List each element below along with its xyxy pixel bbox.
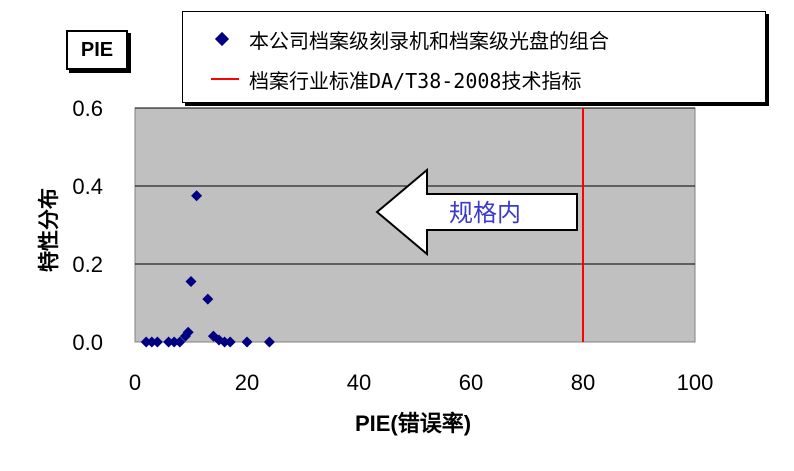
data-point [151, 336, 163, 348]
data-point [263, 336, 275, 348]
data-point [146, 336, 158, 348]
legend-item-combination: 本公司档案级刻录机和档案级光盘的组合 [183, 24, 609, 54]
legend-item-standard: 档案行业标准DA/T38-2008技术指标 [183, 64, 581, 94]
data-point [191, 190, 203, 202]
data-point [219, 336, 231, 348]
data-point [163, 336, 175, 348]
annotation-arrow-icon [375, 167, 578, 257]
legend-label-combination: 本公司档案级刻录机和档案级光盘的组合 [249, 28, 609, 53]
y-axis-label: 特性分布 [37, 188, 61, 272]
x-tick-label: 40 [347, 370, 371, 395]
legend-marker-diamond-icon [214, 31, 230, 47]
chart-title: PIE [66, 30, 128, 70]
data-point [182, 326, 194, 338]
x-tick-label: 80 [571, 370, 595, 395]
data-point [168, 336, 180, 348]
y-tick-label: 0.6 [72, 96, 103, 121]
data-point [185, 276, 197, 288]
annotation-label: 规格内 [449, 200, 521, 227]
x-tick-label: 60 [459, 370, 483, 395]
y-tick-label: 0.0 [72, 330, 103, 355]
y-tick-label: 0.4 [72, 174, 103, 199]
x-tick-label: 0 [129, 370, 141, 395]
data-point [140, 336, 152, 348]
x-axis-label: PIE(错误率) [354, 411, 472, 436]
legend-marker-line-icon [211, 78, 239, 80]
data-point [241, 336, 253, 348]
y-tick-label: 0.2 [72, 252, 103, 277]
x-tick-label: 20 [235, 370, 259, 395]
data-point [224, 336, 236, 348]
legend-label-standard: 档案行业标准DA/T38-2008技术指标 [249, 68, 582, 93]
data-point [202, 293, 214, 305]
data-point [174, 336, 186, 348]
x-tick-label: 100 [677, 370, 714, 395]
legend: 本公司档案级刻录机和档案级光盘的组合 档案行业标准DA/T38-2008技术指标 [182, 11, 766, 103]
